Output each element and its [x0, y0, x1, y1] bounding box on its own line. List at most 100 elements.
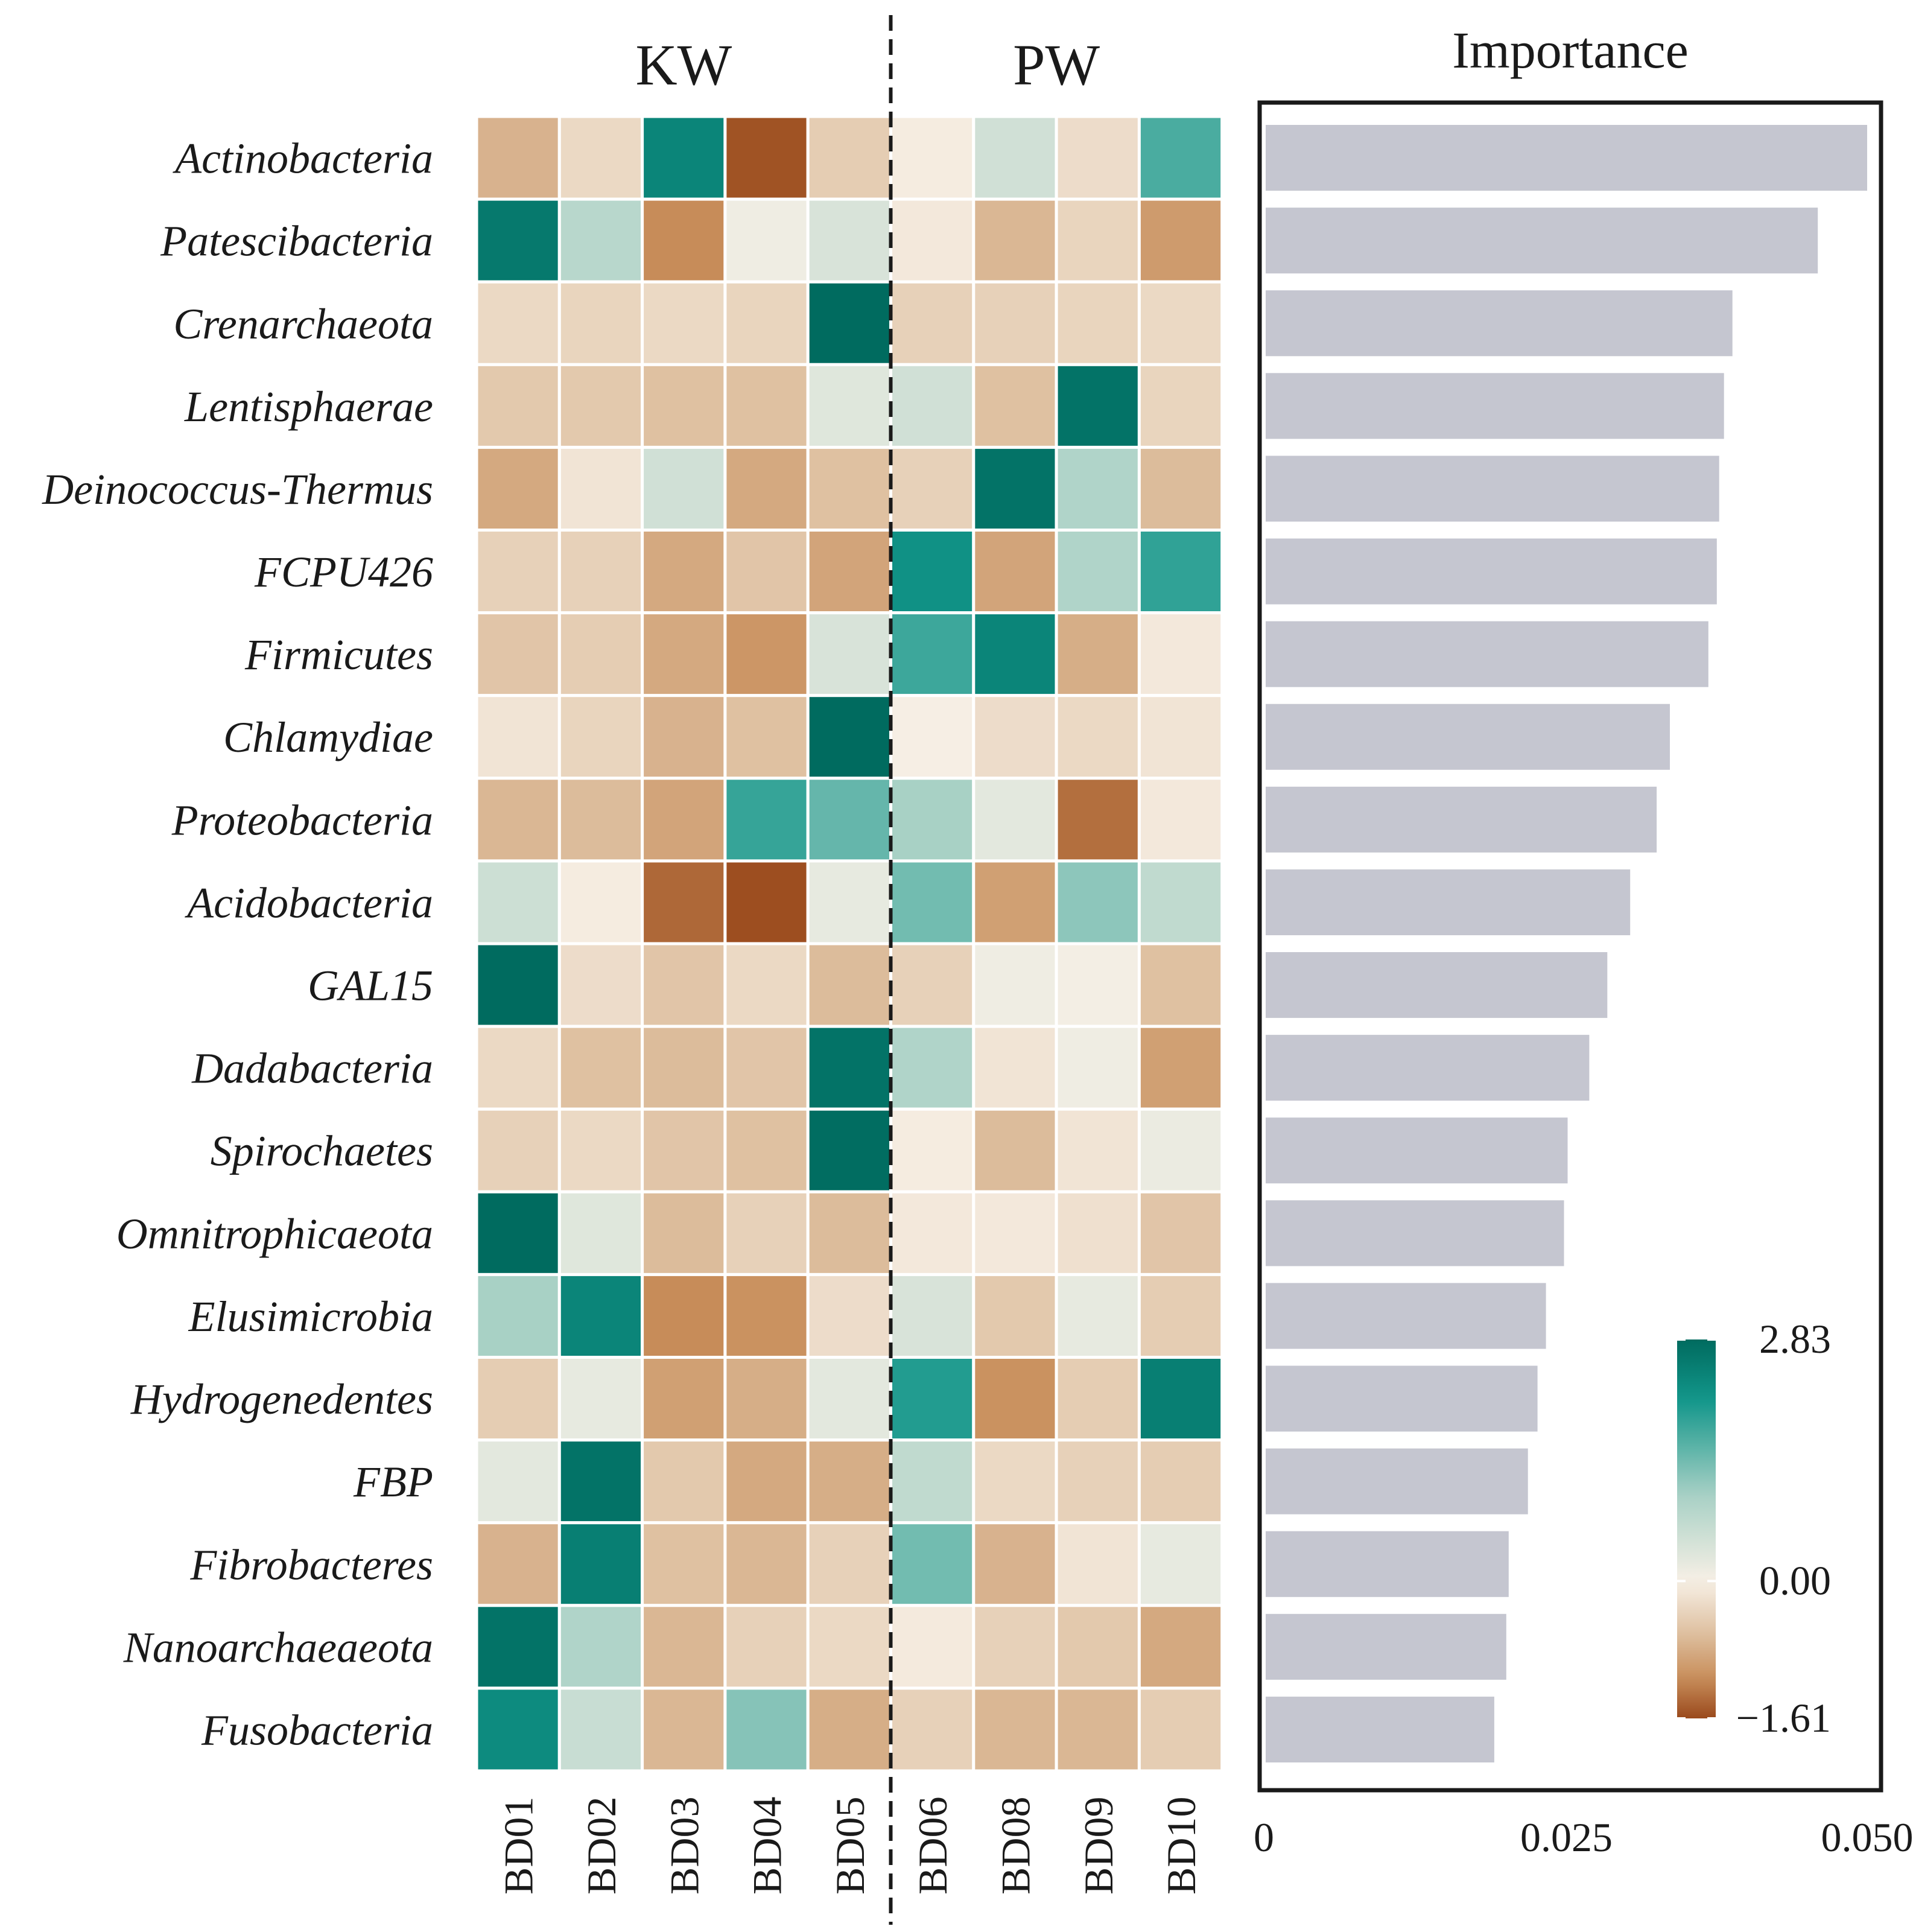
heatmap-cell: [1139, 530, 1222, 613]
heatmap-cell: [477, 116, 559, 199]
heatmap-cell: [559, 1274, 642, 1357]
heatmap-cell: [808, 447, 890, 530]
row-label: Hydrogenedentes: [130, 1375, 433, 1423]
heatmap-cell: [642, 199, 725, 282]
heatmap-cell: [891, 199, 974, 282]
heatmap-cell: [477, 199, 559, 282]
heatmap-cell: [974, 1358, 1056, 1440]
heatmap-cell: [642, 861, 725, 944]
column-label: BD08: [993, 1797, 1039, 1895]
heatmap-cell: [974, 447, 1056, 530]
heatmap-cell: [891, 861, 974, 944]
row-label: Proteobacteria: [171, 796, 433, 844]
heatmap-cell: [974, 530, 1056, 613]
x-tick-label: 0.025: [1520, 1814, 1613, 1860]
heatmap-cell: [477, 447, 559, 530]
importance-bar: [1266, 1366, 1538, 1432]
row-label: GAL15: [308, 962, 433, 1010]
heatmap-cell: [1056, 282, 1139, 364]
heatmap-cell: [725, 282, 808, 364]
heatmap-cell: [1139, 1109, 1222, 1192]
heatmap-cell: [642, 1358, 725, 1440]
importance-bar: [1266, 1035, 1589, 1101]
importance-bar: [1266, 539, 1717, 605]
row-label: Elusimicrobia: [188, 1292, 433, 1341]
group-label: KW: [635, 33, 732, 97]
heatmap-cell: [1139, 944, 1222, 1026]
heatmap-cell: [891, 1688, 974, 1771]
heatmap-cell: [725, 530, 808, 613]
x-tick-label: 0: [1254, 1814, 1274, 1860]
heatmap-cell: [974, 1026, 1056, 1109]
heatmap-cell: [725, 1026, 808, 1109]
heatmap-cell: [642, 1026, 725, 1109]
heatmap-cell: [1056, 1192, 1139, 1274]
heatmap-cell: [1056, 1274, 1139, 1357]
heatmap-cell: [725, 364, 808, 447]
heatmap-cell: [477, 530, 559, 613]
heatmap-cell: [642, 1606, 725, 1688]
importance-bar: [1266, 125, 1867, 191]
heatmap-cell: [559, 696, 642, 778]
heatmap-cell: [725, 1606, 808, 1688]
heatmap-cell: [974, 861, 1056, 944]
heatmap-cell: [559, 1688, 642, 1771]
heatmap-cell: [891, 1523, 974, 1606]
heatmap-cell: [1139, 116, 1222, 199]
heatmap-cell: [477, 1523, 559, 1606]
heatmap-cell: [559, 530, 642, 613]
heatmap-cell: [1056, 1026, 1139, 1109]
heatmap-cell: [1139, 364, 1222, 447]
bar-chart-title: Importance: [1452, 21, 1689, 79]
heatmap-cell: [477, 1026, 559, 1109]
heatmap-cell: [477, 1358, 559, 1440]
heatmap-cell: [725, 944, 808, 1026]
heatmap-cell: [974, 1523, 1056, 1606]
heatmap-cell: [725, 778, 808, 861]
heatmap-cell: [891, 364, 974, 447]
heatmap-cell: [725, 696, 808, 778]
heatmap-cell: [974, 116, 1056, 199]
heatmap-cell: [891, 530, 974, 613]
heatmap-cell: [891, 116, 974, 199]
legend-color-bar: [1677, 1339, 1716, 1718]
heatmap-cell: [891, 1440, 974, 1523]
heatmap-cell: [642, 447, 725, 530]
heatmap-cell: [891, 1109, 974, 1192]
heatmap-cell: [808, 1026, 890, 1109]
row-label: Fibrobacteres: [189, 1540, 433, 1589]
row-label: FBP: [353, 1458, 433, 1506]
group-label: PW: [1013, 33, 1100, 97]
heatmap-cell: [808, 944, 890, 1026]
row-label: Firmicutes: [244, 631, 433, 679]
heatmap-cell: [808, 364, 890, 447]
heatmap-cell: [642, 282, 725, 364]
legend-tick-label: 0.00: [1759, 1557, 1831, 1603]
heatmap-cell: [725, 447, 808, 530]
importance-bar: [1266, 1697, 1494, 1762]
heatmap-cell: [642, 778, 725, 861]
heatmap-cell: [559, 613, 642, 696]
heatmap-cell: [808, 1358, 890, 1440]
heatmap-cell: [642, 116, 725, 199]
importance-bar: [1266, 373, 1724, 439]
heatmap-cell: [808, 1440, 890, 1523]
column-label: BD03: [661, 1797, 707, 1895]
heatmap-cell: [808, 1274, 890, 1357]
heatmap-cell: [808, 530, 890, 613]
heatmap-cell: [477, 364, 559, 447]
heatmap-cell: [725, 861, 808, 944]
heatmap-cell: [1056, 116, 1139, 199]
heatmap-cell: [808, 861, 890, 944]
heatmap-cell: [1139, 1358, 1222, 1440]
heatmap-cell: [642, 613, 725, 696]
legend-tick-label: 2.83: [1759, 1316, 1831, 1362]
row-label: Chlamydiae: [223, 713, 433, 761]
heatmap-cell: [642, 1688, 725, 1771]
heatmap-cell: [1056, 364, 1139, 447]
heatmap-cell: [808, 1606, 890, 1688]
heatmap-cell: [891, 1026, 974, 1109]
heatmap-cell: [1139, 1440, 1222, 1523]
heatmap-cell: [477, 1606, 559, 1688]
importance-bar: [1266, 1531, 1509, 1597]
